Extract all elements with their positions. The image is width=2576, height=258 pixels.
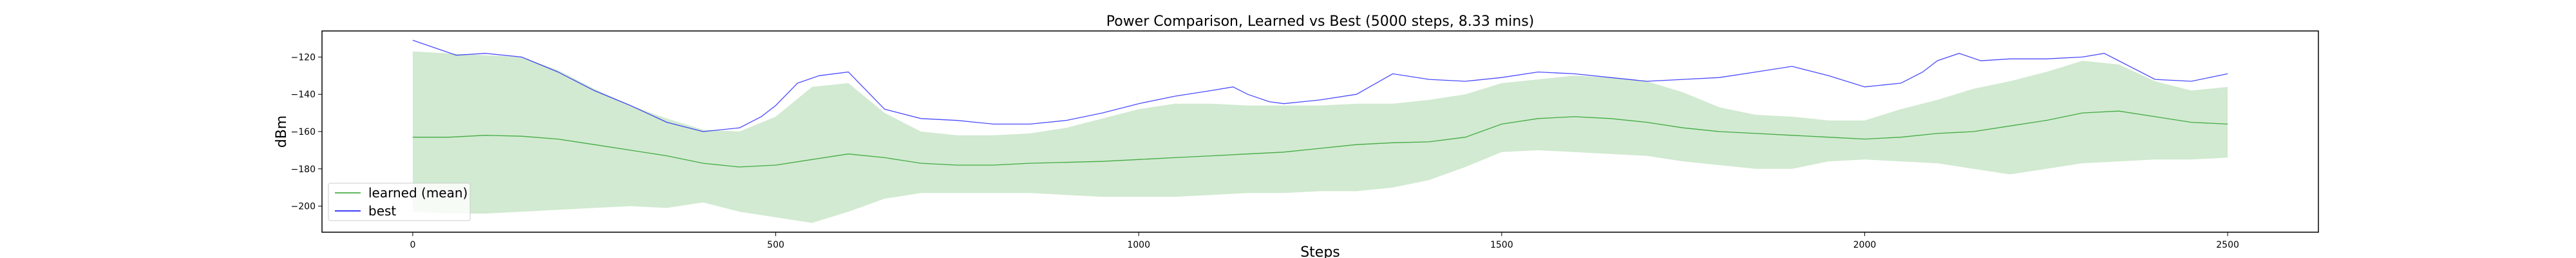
x-tick-label: 500 [767, 240, 784, 250]
y-tick-label: −120 [291, 52, 316, 63]
y-tick-label: −140 [291, 90, 316, 100]
series-layer [412, 39, 2228, 168]
y-ticks: −120 −140 −160 −180 −200 [291, 52, 322, 212]
y-tick-label: −160 [291, 127, 316, 137]
band-area [412, 51, 2228, 223]
plot-area: 0 500 1000 1500 2000 2500 −120 −140 −160 −180 −20… [291, 30, 2319, 250]
legend-frame [328, 183, 471, 221]
x-tick-label: 2000 [1853, 240, 1877, 250]
axes-background [322, 31, 2318, 232]
y-axis-label: dBm [274, 115, 290, 148]
x-tick-label: 0 [410, 240, 415, 250]
x-tick-label: 1000 [1127, 240, 1150, 250]
series-line-best [412, 39, 2228, 132]
y-tick-label: −180 [291, 164, 316, 175]
x-tick-label: 2500 [2216, 240, 2239, 250]
legend-label-learned: learned (mean) [368, 185, 468, 201]
x-axis-label: Steps [1300, 244, 1340, 258]
series-line-learned [412, 110, 2228, 168]
x-tick-label: 1500 [1490, 240, 1513, 250]
legend-label-best: best [368, 203, 396, 219]
chart-title: Power Comparison, Learned vs Best (5000 … [1106, 14, 1535, 30]
x-ticks: 0 500 1000 1500 2000 2500 [410, 232, 2239, 250]
legend: learned (mean) best [328, 183, 471, 221]
band-layer [412, 51, 2228, 223]
y-tick-label: −200 [291, 202, 316, 212]
